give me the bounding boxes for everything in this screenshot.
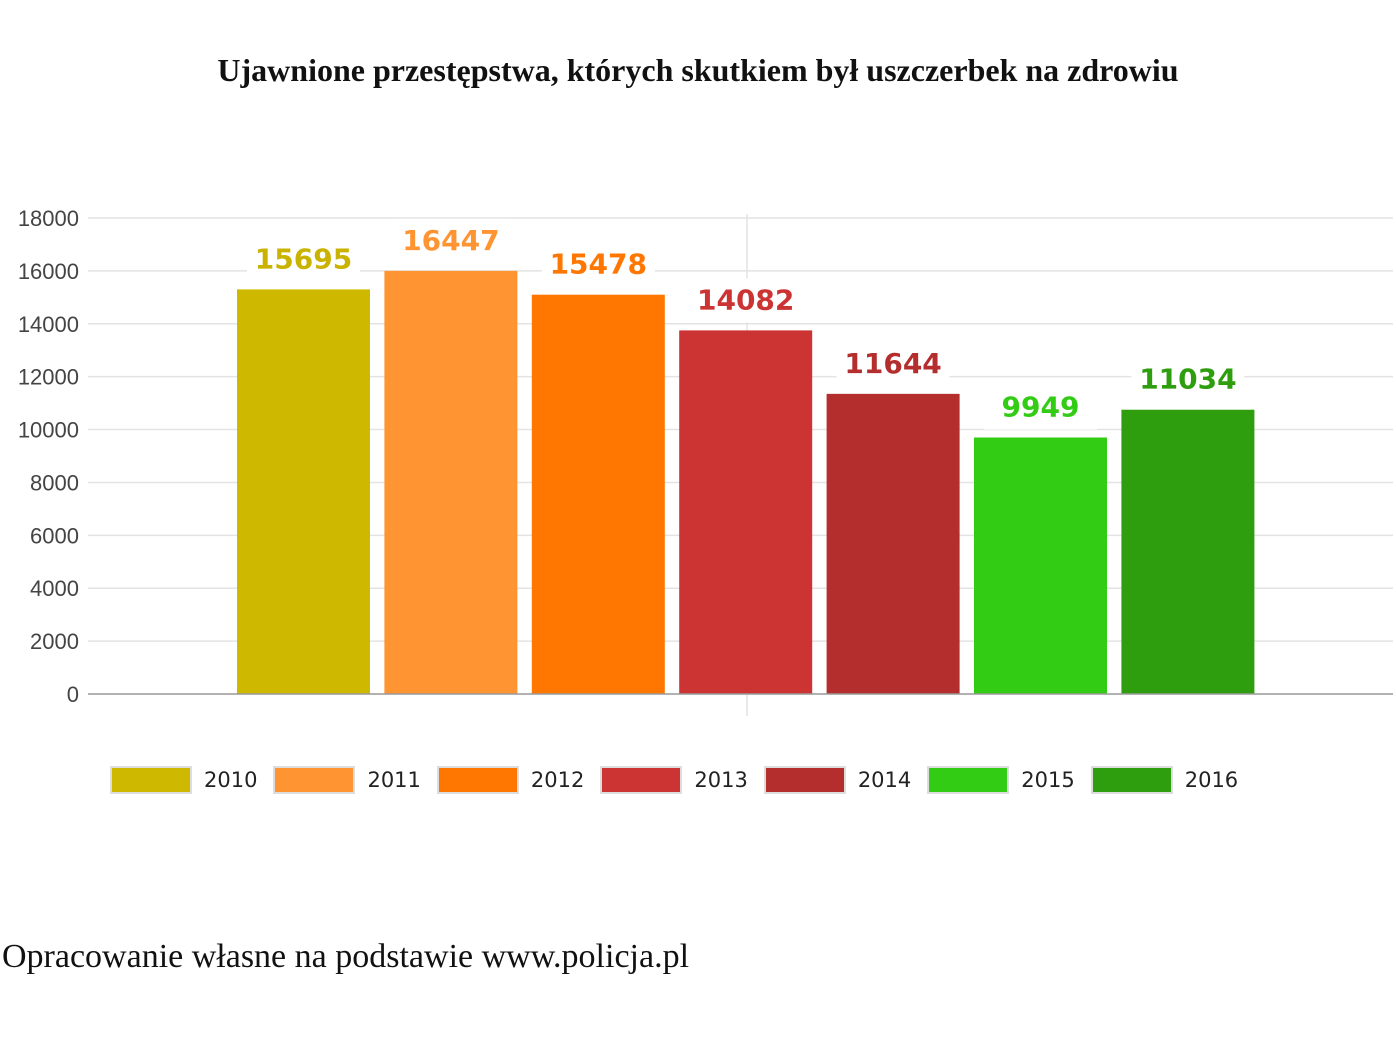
legend-item-2012[interactable]: 2012 xyxy=(436,766,585,794)
legend-swatch xyxy=(927,766,1010,794)
legend-label: 2013 xyxy=(694,768,748,792)
y-tick-label: 12000 xyxy=(18,365,79,390)
chart-legend: 2010 2011 2012 2013 2014 2015 2016 xyxy=(110,766,1254,794)
legend-swatch xyxy=(1090,766,1173,794)
y-tick-label: 0 xyxy=(67,682,79,707)
data-label-background xyxy=(541,242,655,287)
data-label-2011: 16447 xyxy=(402,224,499,257)
y-tick-label: 8000 xyxy=(30,470,79,495)
chart-title: Ujawnione przestępstwa, których skutkiem… xyxy=(217,52,1179,88)
legend-label: 2016 xyxy=(1184,768,1239,792)
y-tick-label: 10000 xyxy=(18,418,79,443)
legend-swatch xyxy=(110,766,192,794)
legend-item-2010[interactable]: 2010 xyxy=(110,766,257,794)
y-tick-label: 6000 xyxy=(30,523,79,548)
legend-label: 2012 xyxy=(530,768,585,792)
legend-label: 2015 xyxy=(1021,768,1075,792)
data-label-2012: 15478 xyxy=(550,248,647,281)
y-tick-label: 18000 xyxy=(18,206,79,231)
legend-item-2013[interactable]: 2013 xyxy=(600,766,748,794)
data-label-background xyxy=(394,218,508,263)
bar-2016 xyxy=(1121,409,1255,694)
legend-label: 2011 xyxy=(367,768,421,792)
data-label-background xyxy=(689,278,803,323)
legend-item-2014[interactable]: 2014 xyxy=(763,766,912,794)
data-label-2010: 15695 xyxy=(255,242,352,275)
data-label-background xyxy=(836,341,950,386)
y-tick-label: 14000 xyxy=(18,312,79,337)
data-label-2014: 11644 xyxy=(844,347,941,380)
data-label-2016: 11034 xyxy=(1139,363,1236,396)
legend-item-2016[interactable]: 2016 xyxy=(1090,766,1239,794)
legend-swatch xyxy=(273,766,356,794)
bar-2012 xyxy=(531,294,665,694)
legend-label: 2010 xyxy=(204,768,258,792)
bar-2014 xyxy=(826,393,960,694)
bar-2015 xyxy=(974,437,1107,694)
data-label-background xyxy=(984,385,1097,430)
data-label-background xyxy=(247,237,360,282)
legend-item-2011[interactable]: 2011 xyxy=(273,766,421,794)
bar-2013 xyxy=(679,330,813,694)
y-tick-label: 4000 xyxy=(30,576,79,601)
legend-swatch xyxy=(436,766,519,794)
bar-2011 xyxy=(384,270,518,694)
legend-swatch xyxy=(600,766,683,794)
source-note: Opracowanie własne na podstawie www.poli… xyxy=(2,938,690,975)
legend-item-2015[interactable]: 2015 xyxy=(927,766,1075,794)
data-label-2013: 14082 xyxy=(697,283,794,316)
legend-label: 2014 xyxy=(857,768,912,792)
y-tick-label: 2000 xyxy=(30,629,79,654)
y-tick-label: 16000 xyxy=(18,259,79,284)
data-label-2015: 9949 xyxy=(1002,390,1080,423)
data-label-background xyxy=(1131,357,1245,402)
legend-swatch xyxy=(763,766,846,794)
bar-2010 xyxy=(237,289,370,694)
